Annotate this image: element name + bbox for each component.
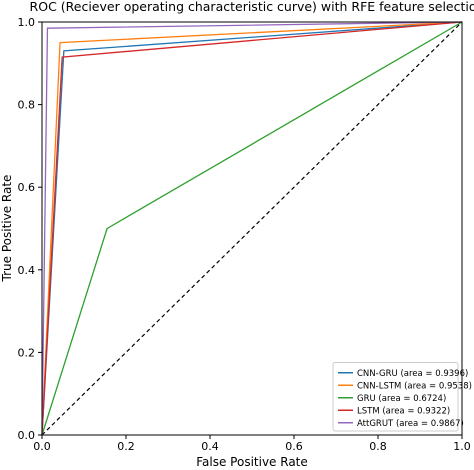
x-tick-label: 0.8 [369,440,387,453]
series-line-3 [41,21,463,436]
y-tick-label: 0.4 [18,264,36,277]
x-axis-label: False Positive Rate [196,455,308,469]
legend-label-2: GRU (area = 0.6724) [357,394,446,404]
legend-label-3: LSTM (area = 0.9322) [357,406,450,416]
y-tick-label: 1.0 [18,16,36,29]
series-line-1 [41,21,463,436]
legend-box [332,362,459,432]
y-tick-label: 0.0 [18,429,36,442]
chance-diagonal-line [41,21,463,436]
y-axis-label: True Positive Rate [0,175,14,283]
series-line-4 [41,21,463,436]
x-tick-label: 0.2 [117,440,135,453]
y-tick-label: 0.2 [18,346,36,359]
legend-label-1: CNN-LSTM (area = 0.9538) [357,381,472,391]
y-tick-label: 0.6 [18,181,36,194]
x-tick-label: 0.0 [33,440,51,453]
x-tick-label: 0.6 [285,440,303,453]
chart-title: ROC (Reciever operating characteristic c… [30,0,474,14]
legend: CNN-GRU (area = 0.9396) CNN-LSTM (area = … [332,362,472,432]
plot-frame [41,21,463,436]
y-tick-label: 0.8 [18,99,36,112]
legend-label-4: AttGRUT (area = 0.9867) [357,419,464,429]
x-tick-label: 0.4 [201,440,219,453]
legend-label-0: CNN-GRU (area = 0.9396) [357,369,468,379]
x-tick-label: 1.0 [453,440,471,453]
series-line-2 [41,21,463,436]
